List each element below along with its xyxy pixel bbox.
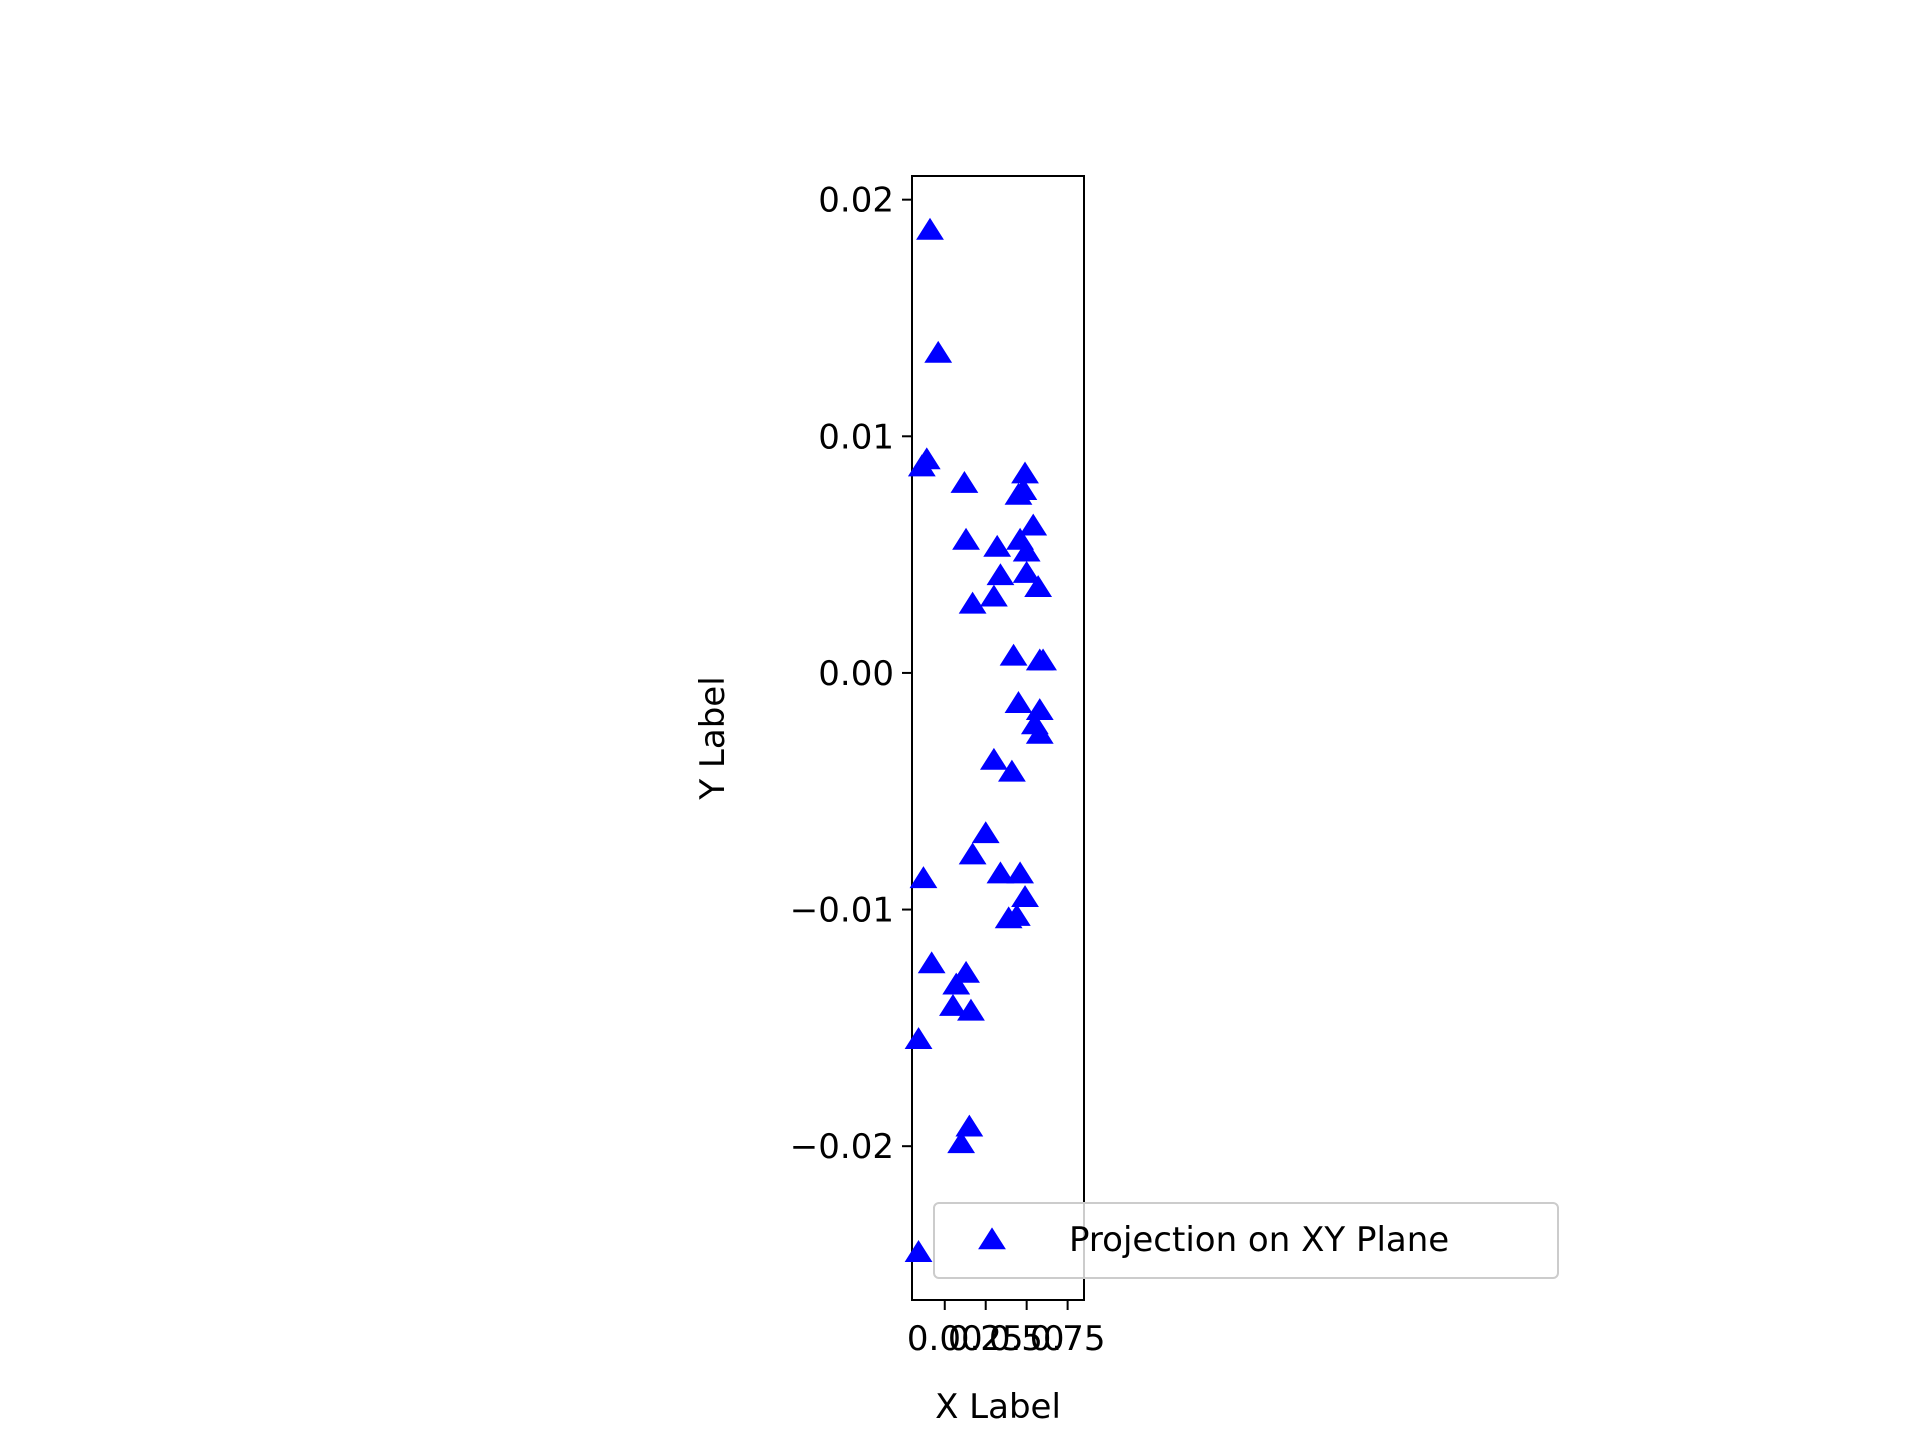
data-point-27 — [1002, 904, 1031, 926]
x-tick-label-1: 0.25 — [948, 1319, 1024, 1359]
x-axis-label: X Label — [935, 1387, 1061, 1427]
x-tick-label-0: 0.00 — [907, 1319, 983, 1359]
data-point-7 — [924, 340, 953, 363]
data-point-39 — [1024, 575, 1053, 598]
y-tick-label-4: 0.02 — [818, 181, 894, 221]
data-point-41 — [1025, 698, 1054, 721]
legend-label: Projection on XY Plane — [1069, 1220, 1449, 1260]
data-point-0 — [904, 1240, 933, 1262]
data-point-17 — [958, 842, 987, 865]
legend-box — [933, 1202, 1559, 1279]
legend: Projection on XY Plane — [933, 1202, 1559, 1279]
plot-area — [904, 175, 1085, 1301]
x-tick-label-2: 0.50 — [989, 1319, 1065, 1359]
data-point-31 — [1006, 861, 1035, 884]
y-axis-ticks: −0.02 −0.01 0.00 0.01 0.02 — [790, 181, 912, 1167]
legend-marker-triangle — [978, 1227, 1006, 1250]
data-point-12 — [952, 527, 980, 550]
data-point-42 — [1025, 721, 1054, 744]
data-point-37 — [1019, 513, 1048, 536]
data-point-16 — [958, 591, 987, 614]
data-point-14 — [955, 1114, 984, 1137]
data-point-18 — [971, 821, 1000, 844]
y-axis-label: Y Label — [693, 676, 733, 800]
data-point-29 — [1004, 691, 1033, 713]
data-point-22 — [986, 563, 1015, 586]
y-tick-label-2: 0.00 — [818, 654, 894, 694]
data-point-19 — [979, 747, 1008, 770]
data-point-15 — [957, 998, 985, 1021]
data-point-20 — [979, 584, 1008, 607]
data-point-1 — [904, 1027, 933, 1049]
data-point-36 — [1012, 560, 1041, 583]
data-point-5 — [916, 217, 944, 240]
data-points — [904, 217, 1057, 1262]
data-point-34 — [1011, 885, 1039, 908]
data-point-26 — [999, 643, 1028, 666]
axes-frame — [911, 175, 1085, 1301]
data-point-9 — [942, 972, 971, 995]
x-tick-label-3: 0.75 — [1030, 1319, 1106, 1359]
data-point-8 — [939, 993, 967, 1016]
data-point-33 — [1011, 461, 1039, 484]
data-point-10 — [947, 1131, 976, 1154]
x-axis-ticks: 0.000.250.500.75 — [907, 1300, 1106, 1359]
data-point-4 — [912, 447, 941, 470]
data-point-32 — [1009, 478, 1038, 500]
data-point-25 — [998, 759, 1026, 782]
data-point-6 — [917, 951, 946, 974]
data-point-21 — [983, 534, 1012, 557]
data-point-43 — [1029, 648, 1057, 671]
y-tick-label-0: −0.02 — [790, 1127, 894, 1167]
data-point-3 — [909, 866, 938, 889]
y-tick-label-1: −0.01 — [790, 891, 894, 931]
y-tick-label-3: 0.01 — [818, 417, 894, 457]
data-point-11 — [950, 470, 979, 493]
data-point-23 — [986, 861, 1015, 884]
data-point-13 — [952, 960, 980, 983]
